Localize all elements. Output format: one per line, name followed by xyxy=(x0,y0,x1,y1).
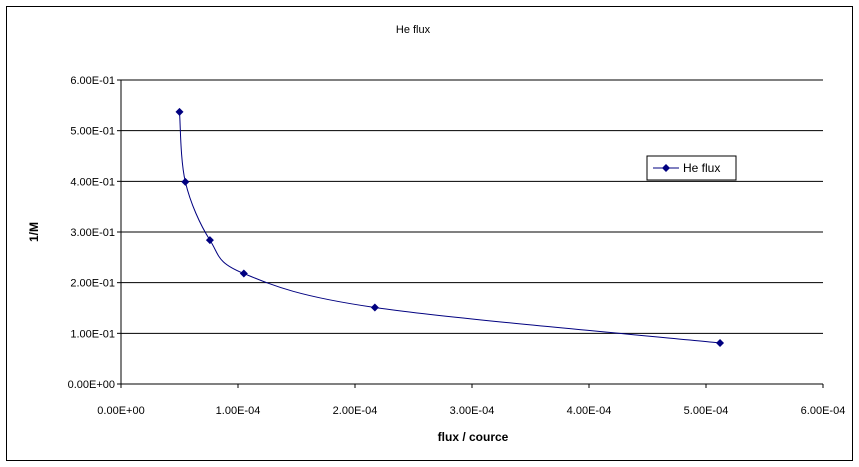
y-tick-label: 1.00E-01 xyxy=(70,328,115,340)
y-tick-label: 4.00E-01 xyxy=(70,176,115,188)
legend-marker-diamond xyxy=(662,164,670,172)
x-tick-label: 0.00E+00 xyxy=(97,405,144,417)
x-axis-ticks: 0.00E+00 1.00E-04 2.00E-04 3.00E-04 4.00E-04… xyxy=(97,384,845,417)
legend-label: He flux xyxy=(683,161,720,175)
chart-area xyxy=(6,6,853,461)
series-group xyxy=(175,107,725,347)
x-tick-label: 1.00E-04 xyxy=(216,405,261,417)
y-tick-label: 0.00E+00 xyxy=(68,379,115,391)
data-point-marker xyxy=(239,269,248,278)
x-tick-label: 5.00E-04 xyxy=(684,405,729,417)
legend: He flux xyxy=(646,155,737,181)
data-point-marker xyxy=(205,236,214,245)
x-tick-label: 4.00E-04 xyxy=(567,405,612,417)
gridlines xyxy=(121,79,823,334)
y-tick-label: 3.00E-01 xyxy=(70,227,115,239)
y-tick-label: 2.00E-01 xyxy=(70,278,115,290)
y-axis-ticks: 0.00E+00 1.00E-01 2.00E-01 3.00E-01 4.00E-01… xyxy=(68,75,121,391)
data-point-marker xyxy=(175,107,184,116)
data-point-marker xyxy=(181,177,190,186)
data-point-marker xyxy=(370,303,379,312)
x-tick-label: 3.00E-04 xyxy=(450,405,495,417)
y-axis-title: 1/M xyxy=(27,222,41,242)
series-line-0 xyxy=(179,111,721,344)
y-tick-label: 6.00E-01 xyxy=(70,75,115,87)
x-axis-title: flux / cource xyxy=(438,430,509,444)
x-tick-label: 2.00E-04 xyxy=(333,405,378,417)
y-tick-label: 5.00E-01 xyxy=(70,126,115,138)
chart-title: He flux xyxy=(396,24,431,36)
x-tick-label: 6.00E-04 xyxy=(801,405,846,417)
data-point-marker xyxy=(716,338,725,347)
